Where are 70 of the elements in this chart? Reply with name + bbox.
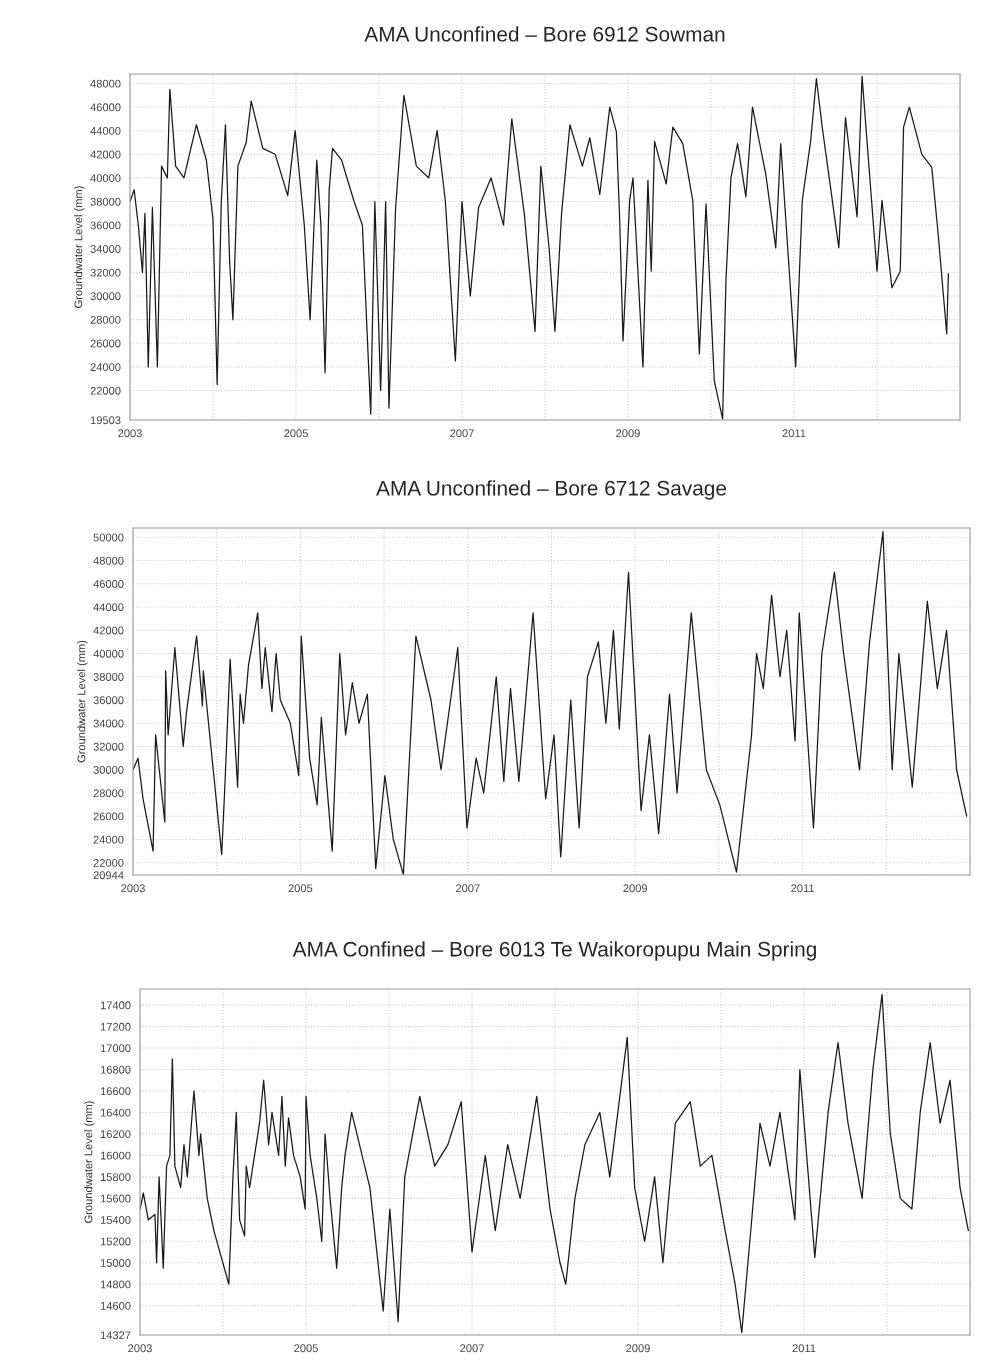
y-tick-label: 16200 — [100, 1130, 131, 1139]
y-tick-label: 22000 — [93, 858, 124, 867]
x-tick-label: 2009 — [616, 429, 640, 438]
x-tick-label: 2011 — [782, 429, 806, 438]
x-tick-label: 2009 — [626, 1344, 650, 1353]
y-tick-label: 16800 — [100, 1065, 131, 1074]
y-tick-label: 20944 — [93, 871, 124, 880]
x-tick-label: 2007 — [460, 1344, 484, 1353]
y-tick-label: 17000 — [100, 1044, 131, 1053]
x-tick-label: 2005 — [284, 429, 308, 438]
y-tick-label: 42000 — [93, 626, 124, 635]
x-tick-label: 2003 — [128, 1344, 152, 1353]
x-tick-label: 2005 — [288, 884, 313, 893]
y-tick-label: 16400 — [100, 1108, 131, 1117]
chart-title: AMA Unconfined – Bore 6712 Savage — [376, 480, 727, 500]
y-tick-label: 24000 — [93, 835, 124, 844]
y-tick-label: 44000 — [90, 126, 121, 135]
y-tick-label: 28000 — [90, 315, 121, 324]
y-tick-label: 44000 — [93, 603, 124, 612]
y-tick-label: 38000 — [93, 673, 124, 681]
y-tick-label: 46000 — [93, 580, 124, 588]
line-series — [133, 530, 968, 875]
y-tick-label: 26000 — [93, 812, 124, 821]
y-tick-label: 42000 — [90, 150, 121, 159]
line-series — [130, 75, 950, 420]
y-tick-label: 22000 — [90, 386, 121, 395]
x-tick-label: 2009 — [623, 884, 648, 893]
y-tick-label: 26000 — [90, 339, 121, 348]
y-tick-label: 36000 — [90, 221, 121, 230]
y-tick-label: 15000 — [100, 1259, 131, 1267]
y-tick-label: 34000 — [90, 245, 121, 253]
y-tick-label: 28000 — [93, 789, 124, 798]
chart-title: AMA Unconfined – Bore 6912 Sowman — [364, 26, 725, 42]
y-tick-label: 46000 — [90, 103, 121, 112]
y-tick-label: 38000 — [90, 197, 121, 206]
y-tick-label: 16000 — [100, 1151, 131, 1160]
y-tick-label: 40000 — [90, 174, 121, 183]
y-tick-label: 14800 — [100, 1280, 131, 1289]
y-tick-label: 40000 — [93, 649, 124, 658]
chart-title: AMA Confined – Bore 6013 Te Waikoropupu Main Spring — [292, 941, 816, 961]
x-tick-label: 2007 — [450, 429, 474, 438]
x-tick-label: 2005 — [294, 1344, 318, 1353]
x-tick-label: 2007 — [456, 884, 480, 893]
y-tick-label: 48000 — [93, 556, 124, 565]
x-tick-label: 2011 — [792, 1344, 816, 1353]
y-tick-label: 14600 — [100, 1301, 131, 1310]
y-tick-label: 15600 — [100, 1194, 131, 1203]
y-tick-label: 34000 — [93, 719, 124, 728]
y-tick-label: 50000 — [93, 533, 124, 542]
y-tick-label: 15200 — [100, 1237, 131, 1246]
y-tick-label: 32000 — [90, 268, 121, 277]
y-tick-label: 36000 — [93, 696, 124, 705]
y-axis-title: Groundwater Level (mm) — [84, 1101, 95, 1223]
y-tick-label: 48000 — [90, 79, 121, 88]
x-tick-label: 2003 — [121, 884, 145, 893]
y-tick-label: 30000 — [93, 766, 124, 774]
y-tick-label: 15800 — [100, 1173, 131, 1181]
y-tick-label: 15400 — [100, 1216, 131, 1224]
y-tick-label: 24000 — [90, 363, 121, 372]
y-tick-label: 14327 — [100, 1331, 131, 1340]
y-tick-label: 17200 — [100, 1022, 131, 1031]
x-tick-label: 2011 — [791, 884, 815, 893]
x-tick-label: 2003 — [118, 429, 142, 438]
y-tick-label: 19503 — [90, 416, 121, 425]
y-tick-label: 32000 — [93, 742, 124, 751]
y-axis-title: Groundwater Level (mm) — [74, 186, 85, 308]
y-tick-label: 30000 — [90, 292, 121, 301]
y-tick-label: 16600 — [100, 1087, 131, 1096]
y-axis-title: Groundwater Level (mm) — [77, 640, 88, 763]
y-tick-label: 17400 — [100, 1001, 131, 1010]
